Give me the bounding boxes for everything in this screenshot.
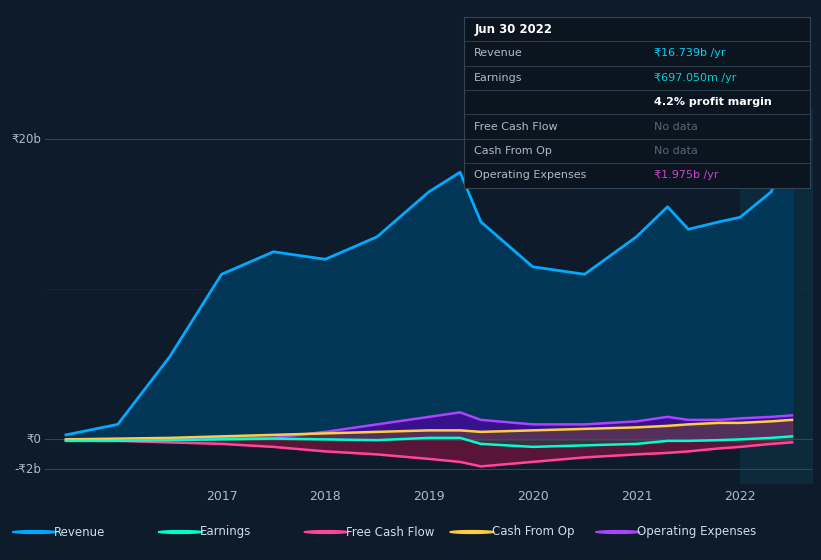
Text: Earnings: Earnings <box>475 73 523 83</box>
Text: Revenue: Revenue <box>54 525 106 539</box>
Text: ₹0: ₹0 <box>26 433 41 446</box>
Text: No data: No data <box>654 122 699 132</box>
Bar <box>741 109 813 484</box>
Text: ₹697.050m /yr: ₹697.050m /yr <box>654 73 736 83</box>
Text: Cash From Op: Cash From Op <box>475 146 553 156</box>
Text: ₹16.739b /yr: ₹16.739b /yr <box>654 48 726 58</box>
Text: ₹1.975b /yr: ₹1.975b /yr <box>654 170 719 180</box>
Text: No data: No data <box>654 146 699 156</box>
Text: Jun 30 2022: Jun 30 2022 <box>475 22 553 35</box>
Circle shape <box>596 530 640 534</box>
Text: Cash From Op: Cash From Op <box>492 525 574 539</box>
Text: ₹20b: ₹20b <box>11 133 41 146</box>
Circle shape <box>158 530 203 534</box>
Circle shape <box>450 530 494 534</box>
Text: -₹2b: -₹2b <box>15 463 41 476</box>
Text: Earnings: Earnings <box>200 525 251 539</box>
Circle shape <box>12 530 57 534</box>
Text: Operating Expenses: Operating Expenses <box>475 170 587 180</box>
Circle shape <box>304 530 348 534</box>
Text: Revenue: Revenue <box>475 48 523 58</box>
Text: Operating Expenses: Operating Expenses <box>637 525 757 539</box>
Text: Free Cash Flow: Free Cash Flow <box>346 525 434 539</box>
Text: Free Cash Flow: Free Cash Flow <box>475 122 558 132</box>
Text: 4.2% profit margin: 4.2% profit margin <box>654 97 773 107</box>
